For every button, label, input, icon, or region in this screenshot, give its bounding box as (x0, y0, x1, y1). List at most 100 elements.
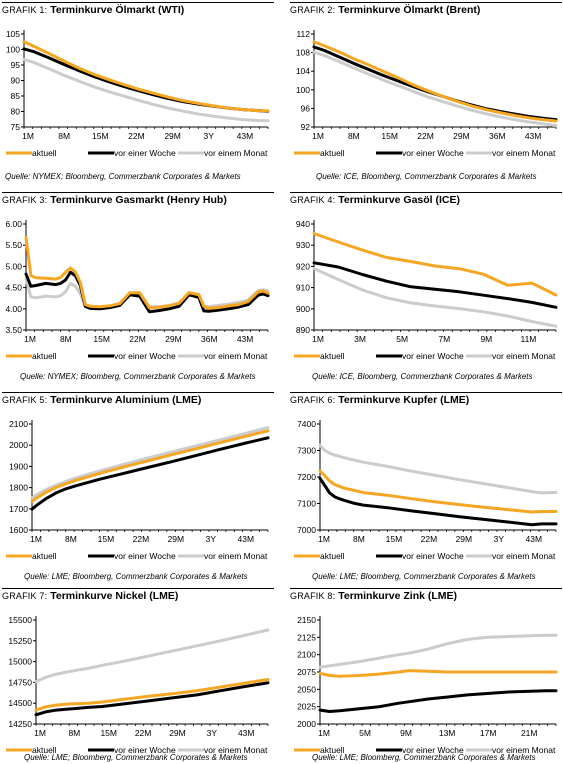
x-tick-label: 3Y (207, 728, 218, 738)
panel-rule (2, 192, 274, 193)
axes: 1600 1700 1800 1900 2000 2100 1M 8M 15M 22M 29M 3Y 4… (9, 419, 269, 544)
x-tick-label: 29M (164, 131, 181, 141)
y-tick-label: 2000 (297, 719, 316, 729)
x-tick-label: 29M (169, 728, 186, 738)
series-group (318, 633, 558, 713)
chart-title-prefix: GRAFIK 7: (2, 591, 48, 601)
chart-title: GRAFIK 5: Terminkurve Aluminium (LME) (2, 394, 201, 406)
x-tick-label: 22M (135, 728, 152, 738)
y-tick-label: 920 (296, 261, 310, 271)
chart-title-text: Terminkurve Ölmarkt (Brent) (338, 4, 481, 16)
x-tick-label: 1M (312, 131, 324, 141)
legend-label: vor einer Woche (402, 745, 464, 755)
y-tick-label: 95 (11, 60, 21, 70)
x-tick-label: 15M (100, 728, 117, 738)
chart-svg: 7000 7100 7200 7300 7400 1M 8M 15M 22M 29M 3Y 43M ak… (294, 419, 558, 561)
x-tick-label: 1M (30, 534, 42, 544)
chart-title-prefix: GRAFIK 3: (2, 195, 48, 205)
y-tick-label: 14750 (8, 677, 32, 687)
series-line-woche (318, 476, 558, 527)
chart-title-prefix: GRAFIK 5: (2, 395, 48, 405)
panel-rule (2, 392, 274, 393)
legend-label: vor einer Woche (402, 148, 464, 158)
legend-label: vor einem Monat (492, 551, 556, 561)
series-line-monat (318, 443, 558, 495)
chart-title: GRAFIK 4: Terminkurve Gasöl (ICE) (290, 194, 460, 206)
y-tick-label: 5.00 (5, 261, 22, 271)
x-tick-label: 21M (521, 728, 538, 738)
series-group (24, 236, 270, 314)
y-tick-label: 90 (11, 76, 21, 86)
series-group (30, 426, 270, 511)
y-tick-label: 15500 (8, 615, 32, 625)
legend-label: vor einem Monat (492, 351, 556, 361)
y-tick-label: 930 (296, 240, 310, 250)
y-tick-label: 75 (11, 122, 21, 132)
axes: 890 900 910 920 930 940 1M 3M 5M 7M 9M 11M (296, 219, 557, 344)
series-group (34, 628, 270, 717)
y-tick-label: 6.00 (5, 219, 22, 229)
chart-svg: 14250 14500 14750 15000 15250 15500 1M 8M 15M 22M… (6, 615, 270, 755)
chart-title: GRAFIK 7: Terminkurve Nickel (LME) (2, 590, 178, 602)
panel-rule (290, 192, 562, 193)
chart-title-prefix: GRAFIK 6: (290, 395, 336, 405)
y-tick-label: 900 (296, 304, 310, 314)
x-tick-label: 22M (417, 131, 434, 141)
y-tick-label: 1900 (9, 461, 28, 471)
y-tick-label: 15250 (8, 636, 32, 646)
x-tick-label: 29M (168, 534, 185, 544)
y-tick-label: 2000 (9, 440, 28, 450)
x-tick-label: 5M (359, 728, 371, 738)
series-group (318, 443, 558, 527)
chart-title-text: Terminkurve Kupfer (LME) (338, 394, 470, 406)
series-line-aktuell (312, 40, 558, 123)
x-tick-label: 8M (348, 131, 360, 141)
legend-label: vor einem Monat (204, 148, 268, 158)
axes: 14250 14500 14750 15000 15250 15500 1M 8M 15M 22M… (8, 615, 269, 738)
series-line-monat (318, 633, 558, 669)
chart-title: GRAFIK 3: Terminkurve Gasmarkt (Henry Hu… (2, 194, 227, 206)
y-tick-label: 7000 (297, 525, 316, 535)
x-tick-label: 3Y (494, 534, 505, 544)
chart-title: GRAFIK 1: Terminkurve Ölmarkt (WTI) (2, 4, 184, 16)
legend-label: aktuell (320, 745, 345, 755)
y-tick-label: 85 (11, 91, 21, 101)
series-line-aktuell (318, 669, 558, 678)
y-tick-label: 7100 (297, 499, 316, 509)
y-tick-label: 1800 (9, 483, 28, 493)
x-tick-label: 8M (58, 131, 70, 141)
chart-title: GRAFIK 8: Terminkurve Zink (LME) (290, 590, 457, 602)
y-tick-label: 890 (296, 325, 310, 335)
chart-source: Quelle: ICE, Bloomberg, Commerzbank Corp… (316, 172, 537, 181)
x-tick-label: 15M (98, 534, 115, 544)
legend-label: vor einer Woche (114, 551, 176, 561)
chart-svg: 2000 2025 2050 2075 2100 2125 2150 1M 5M 9M 13M 17M… (294, 615, 558, 755)
series-group (22, 40, 270, 123)
x-tick-label: 8M (65, 534, 77, 544)
x-tick-label: 29M (165, 334, 182, 344)
x-tick-label: 43M (526, 534, 543, 544)
legend-label: vor einer Woche (114, 148, 176, 158)
series-line-aktuell (22, 40, 270, 113)
y-tick-label: 2100 (297, 650, 316, 660)
legend-label: aktuell (32, 351, 57, 361)
y-tick-label: 2050 (297, 684, 316, 694)
y-tick-label: 1700 (9, 504, 28, 514)
y-tick-label: 100 (296, 85, 310, 95)
chart-title-prefix: GRAFIK 8: (290, 591, 336, 601)
panel-rule (290, 392, 562, 393)
axes: 2000 2025 2050 2075 2100 2125 2150 1M 5M 9M 13M 17M… (297, 615, 557, 738)
x-tick-label: 15M (93, 334, 110, 344)
y-tick-label: 940 (296, 219, 310, 229)
x-tick-label: 1M (22, 131, 34, 141)
legend: aktuell vor einer Woche vor einem Monat (294, 745, 556, 755)
y-tick-label: 1600 (9, 525, 28, 535)
legend: aktuell vor einer Woche vor einem Monat (6, 745, 268, 755)
chart-title: GRAFIK 2: Terminkurve Ölmarkt (Brent) (290, 4, 480, 16)
chart-svg: 75 80 85 90 95 100 105 1M 8M 15M 22M 29M 3Y 43M aktuel… (6, 29, 270, 158)
x-tick-label: 22M (421, 534, 438, 544)
chart-title: GRAFIK 6: Terminkurve Kupfer (LME) (290, 394, 469, 406)
legend-label: aktuell (32, 551, 57, 561)
x-tick-label: 29M (453, 131, 470, 141)
chart-title-text: Terminkurve Zink (LME) (338, 590, 458, 602)
